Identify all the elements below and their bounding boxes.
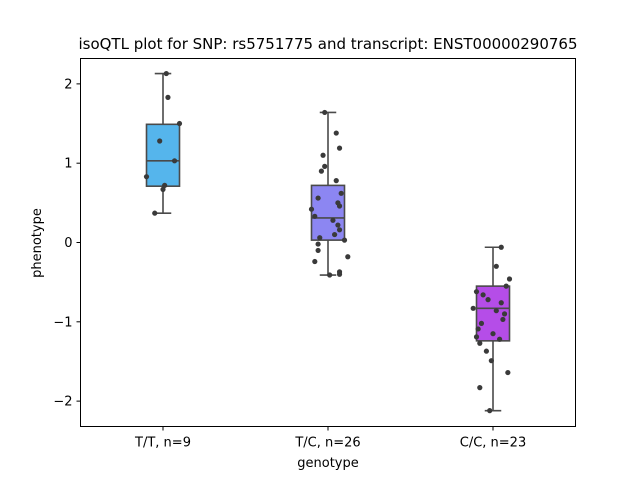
data-point — [341, 237, 348, 243]
data-point — [312, 258, 318, 265]
data-point — [312, 213, 318, 219]
data-point — [336, 145, 343, 151]
data-point — [483, 348, 489, 354]
data-point — [322, 163, 328, 169]
data-point — [477, 340, 483, 346]
data-point — [338, 190, 344, 196]
y-tick-label: −1 — [53, 315, 72, 330]
data-point — [500, 316, 506, 323]
data-point — [157, 138, 163, 144]
x-tick-label: C/C, n=23 — [460, 436, 526, 451]
data-point — [475, 326, 481, 332]
data-point — [485, 297, 491, 303]
chart-title: isoQTL plot for SNP: rs5751775 and trans… — [78, 35, 577, 53]
box-group-2 — [470, 244, 513, 414]
axes: 2 1 0 −1 −2 T/T, n=9 T/C, n=26 C/C, n=23 — [53, 77, 526, 450]
data-point — [336, 203, 343, 209]
data-point — [165, 94, 171, 100]
data-point — [490, 331, 496, 337]
data-point — [318, 168, 324, 174]
data-point — [505, 369, 511, 376]
y-tick-label: −2 — [53, 395, 72, 410]
data-point — [333, 178, 339, 184]
data-point — [143, 174, 150, 180]
data-point — [332, 231, 338, 238]
data-point — [152, 210, 158, 216]
data-point — [308, 206, 315, 212]
data-point — [315, 247, 321, 254]
data-point — [322, 109, 328, 116]
data-point — [503, 283, 509, 289]
data-point — [498, 244, 504, 250]
data-point — [497, 336, 503, 342]
data-point — [487, 408, 493, 414]
data-point — [162, 182, 168, 188]
box-group-0 — [143, 70, 183, 216]
data-point — [335, 222, 341, 228]
data-point — [333, 130, 339, 136]
data-point — [345, 254, 351, 260]
data-point — [160, 186, 166, 192]
plot-area — [143, 70, 513, 414]
data-point — [315, 241, 321, 247]
data-point — [327, 272, 333, 278]
data-point — [501, 311, 508, 317]
data-point — [480, 292, 486, 298]
data-point — [320, 152, 326, 158]
box-group-1 — [308, 109, 351, 278]
x-tick-label: T/T, n=9 — [134, 436, 191, 451]
data-point — [506, 276, 513, 282]
data-point — [317, 235, 323, 241]
data-point — [493, 263, 499, 269]
data-point — [336, 227, 343, 233]
data-point — [498, 300, 504, 306]
y-tick-label: 1 — [64, 157, 72, 172]
box-iqr — [145, 123, 181, 187]
data-point — [493, 308, 499, 314]
data-point — [171, 158, 178, 164]
data-point — [473, 289, 480, 295]
x-axis-label: genotype — [297, 456, 358, 471]
data-point — [163, 70, 169, 77]
data-point — [315, 195, 321, 201]
y-axis-label: phenotype — [30, 208, 45, 278]
x-tick-label: T/C, n=26 — [294, 436, 360, 451]
y-tick-label: 2 — [64, 77, 72, 92]
data-point — [477, 385, 483, 391]
data-point — [176, 120, 183, 127]
data-point — [473, 334, 480, 340]
data-point — [478, 320, 485, 326]
y-tick-label: 0 — [64, 236, 72, 251]
data-point — [330, 217, 336, 223]
data-point — [470, 305, 476, 311]
data-point — [336, 271, 343, 277]
data-point — [488, 358, 494, 364]
